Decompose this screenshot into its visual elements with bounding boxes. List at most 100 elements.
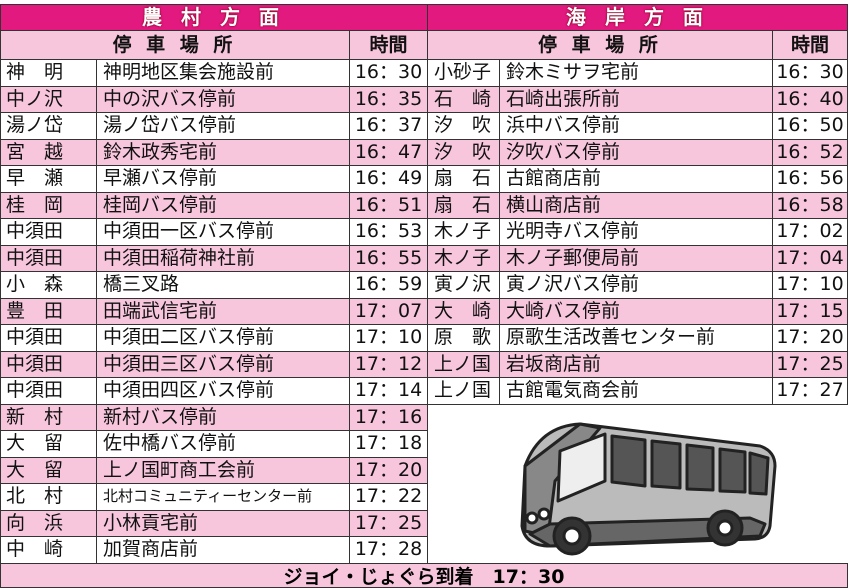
area: 木ノ子 — [428, 219, 500, 246]
header-stop: 停 車 場 所 — [428, 31, 773, 60]
stop: 中須田一区バス停前 — [97, 219, 350, 246]
stop: 鈴木ミサヲ宅前 — [500, 60, 773, 87]
area: 向 浜 — [0, 510, 97, 537]
time: 17：14 — [350, 378, 428, 405]
stop: 大崎バス停前 — [500, 298, 773, 325]
area: 大 留 — [0, 457, 97, 484]
area: 新 村 — [0, 404, 97, 431]
area: 扇 石 — [428, 192, 500, 219]
time: 17：18 — [350, 431, 428, 458]
area: 豊 田 — [0, 298, 97, 325]
area: 木ノ子 — [428, 245, 500, 272]
area: 桂 岡 — [0, 192, 97, 219]
time: 17：20 — [350, 457, 428, 484]
stop: 中須田二区バス停前 — [97, 325, 350, 352]
area: 中須田 — [0, 245, 97, 272]
area: 大 留 — [0, 431, 97, 458]
area: 北 村 — [0, 484, 97, 511]
stop: 石崎出張所前 — [500, 86, 773, 113]
time: 17：20 — [773, 325, 848, 352]
stop: 新村バス停前 — [97, 404, 350, 431]
stop: 浜中バス停前 — [500, 113, 773, 140]
time: 16：50 — [773, 113, 848, 140]
time: 17：25 — [773, 351, 848, 378]
stop: 上ノ国町商工会前 — [97, 457, 350, 484]
area: 小 森 — [0, 272, 97, 299]
time: 17：04 — [773, 245, 848, 272]
stop: 岩坂商店前 — [500, 351, 773, 378]
time: 16：35 — [350, 86, 428, 113]
stop: 寅ノ沢バス停前 — [500, 272, 773, 299]
stop: 北村コミュニティーセンター前 — [97, 484, 350, 511]
time: 17：10 — [773, 272, 848, 299]
stop: 中須田三区バス停前 — [97, 351, 350, 378]
time: 16：58 — [773, 192, 848, 219]
area: 中須田 — [0, 378, 97, 405]
time: 16：49 — [350, 166, 428, 193]
time: 16：30 — [350, 60, 428, 87]
arrival-footer: ジョイ・じょぐら到着 17：30 — [0, 563, 848, 588]
area: 湯ノ岱 — [0, 113, 97, 140]
time: 16：51 — [350, 192, 428, 219]
time: 16：55 — [350, 245, 428, 272]
area: 石 崎 — [428, 86, 500, 113]
time: 17：27 — [773, 378, 848, 405]
stop: 中須田四区バス停前 — [97, 378, 350, 405]
stop: 鈴木政秀宅前 — [97, 139, 350, 166]
stop: 田端武信宅前 — [97, 298, 350, 325]
header-stop: 停 車 場 所 — [0, 31, 350, 60]
stop: 原歌生活改善センター前 — [500, 325, 773, 352]
area: 小砂子 — [428, 60, 500, 87]
time: 17：12 — [350, 351, 428, 378]
time: 16：40 — [773, 86, 848, 113]
time: 17：25 — [350, 510, 428, 537]
stop: 古館商店前 — [500, 166, 773, 193]
stop: 古館電気商会前 — [500, 378, 773, 405]
area: 扇 石 — [428, 166, 500, 193]
section-title: 農 村 方 面 — [0, 4, 428, 31]
time: 16：56 — [773, 166, 848, 193]
area: 宮 越 — [0, 139, 97, 166]
stop: 中の沢バス停前 — [97, 86, 350, 113]
stop: 中須田稲荷神社前 — [97, 245, 350, 272]
stop: 湯ノ岱バス停前 — [97, 113, 350, 140]
area: 汐 吹 — [428, 139, 500, 166]
time: 17：02 — [773, 219, 848, 246]
area: 中 崎 — [0, 537, 97, 564]
area: 神 明 — [0, 60, 97, 87]
stop: 汐吹バス停前 — [500, 139, 773, 166]
area: 中ノ沢 — [0, 86, 97, 113]
header-time: 時間 — [773, 31, 848, 60]
time: 16：59 — [350, 272, 428, 299]
area: 中須田 — [0, 325, 97, 352]
bus-illustration — [520, 422, 777, 556]
time: 17：22 — [350, 484, 428, 511]
area: 上ノ国 — [428, 378, 500, 405]
stop: 加賀商店前 — [97, 537, 350, 564]
area: 中須田 — [0, 351, 97, 378]
stop: 神明地区集会施設前 — [97, 60, 350, 87]
time: 17：15 — [773, 298, 848, 325]
time: 16：53 — [350, 219, 428, 246]
area: 上ノ国 — [428, 351, 500, 378]
time: 17：10 — [350, 325, 428, 352]
stop: 桂岡バス停前 — [97, 192, 350, 219]
stop: 早瀬バス停前 — [97, 166, 350, 193]
area: 原 歌 — [428, 325, 500, 352]
time: 16：47 — [350, 139, 428, 166]
area: 早 瀬 — [0, 166, 97, 193]
time: 17：16 — [350, 404, 428, 431]
stop: 木ノ子郵便局前 — [500, 245, 773, 272]
time: 16：52 — [773, 139, 848, 166]
time: 17：07 — [350, 298, 428, 325]
time: 16：37 — [350, 113, 428, 140]
area: 汐 吹 — [428, 113, 500, 140]
stop: 光明寺バス停前 — [500, 219, 773, 246]
area: 大 崎 — [428, 298, 500, 325]
time: 17：28 — [350, 537, 428, 564]
stop: 佐中橋バス停前 — [97, 431, 350, 458]
stop: 小林貢宅前 — [97, 510, 350, 537]
area: 中須田 — [0, 219, 97, 246]
stop: 横山商店前 — [500, 192, 773, 219]
